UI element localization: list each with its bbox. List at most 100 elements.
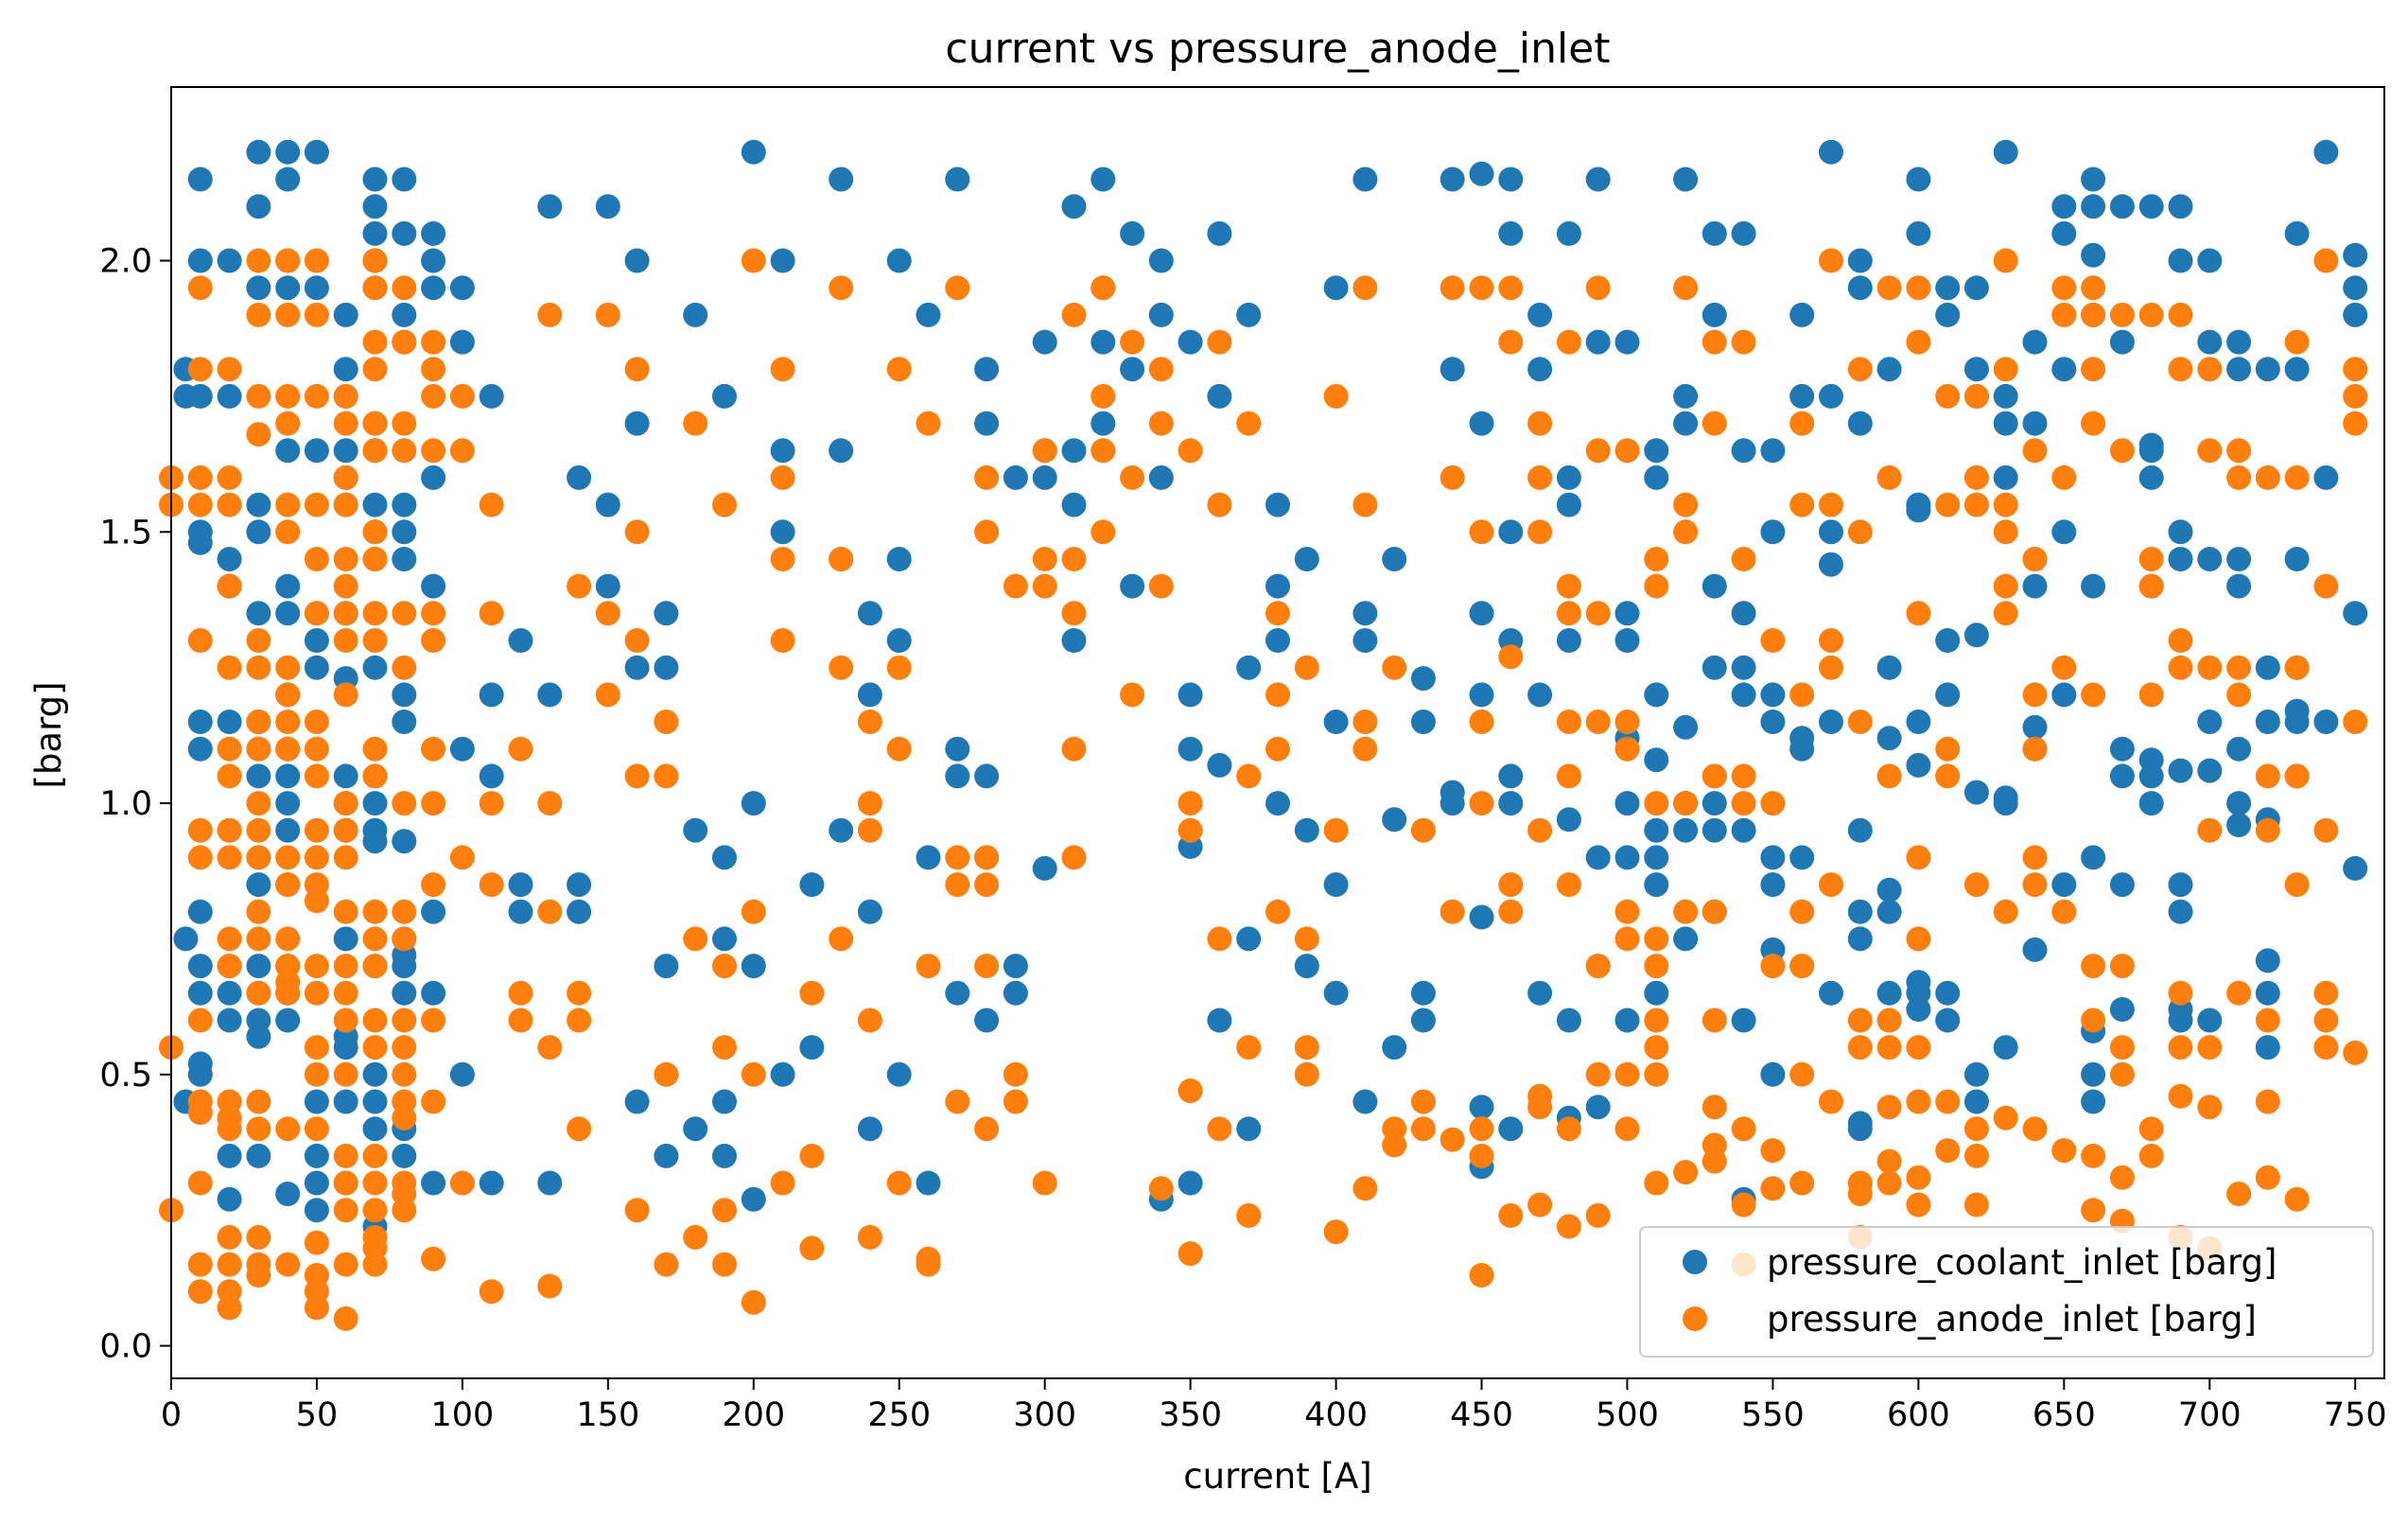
- data-point-series-2: [246, 655, 271, 680]
- data-point-series-1: [217, 383, 242, 409]
- data-point-series-2: [974, 845, 1000, 870]
- data-point-series-1: [741, 1186, 766, 1212]
- data-point-series-1: [974, 357, 1000, 382]
- data-point-series-2: [2081, 302, 2106, 327]
- data-point-series-2: [421, 329, 446, 355]
- legend: pressure_coolant_inlet [barg] pressure_an…: [1639, 1226, 2374, 1358]
- data-point-series-1: [479, 682, 504, 708]
- data-point-series-2: [537, 899, 563, 924]
- data-point-series-2: [1265, 682, 1290, 708]
- data-point-series-2: [2109, 302, 2135, 327]
- data-point-series-1: [421, 248, 446, 273]
- data-point-series-2: [187, 357, 213, 382]
- data-point-series-2: [217, 763, 242, 789]
- data-point-series-1: [945, 763, 970, 789]
- data-point-series-1: [275, 1008, 301, 1033]
- data-point-series-2: [1032, 1170, 1057, 1196]
- data-point-series-1: [829, 438, 854, 464]
- data-point-series-1: [275, 573, 301, 599]
- data-point-series-2: [217, 492, 242, 517]
- data-point-series-2: [275, 845, 301, 870]
- data-point-series-1: [217, 248, 242, 273]
- data-point-series-1: [1614, 329, 1640, 355]
- data-point-series-1: [1644, 980, 1669, 1006]
- data-point-series-2: [449, 845, 475, 870]
- data-point-series-1: [1731, 1008, 1756, 1033]
- data-point-series-2: [1760, 1138, 1786, 1164]
- x-tick-label: 150: [576, 1396, 639, 1434]
- data-point-series-2: [2343, 1040, 2368, 1065]
- data-point-series-2: [1819, 628, 1843, 653]
- data-point-series-1: [2081, 167, 2106, 192]
- data-point-series-2: [392, 275, 417, 301]
- data-point-series-1: [1556, 220, 1581, 246]
- data-point-series-1: [392, 829, 417, 854]
- data-point-series-1: [1527, 302, 1553, 327]
- data-point-series-2: [1789, 1061, 1815, 1087]
- data-point-series-1: [1265, 628, 1290, 653]
- data-point-series-1: [2313, 465, 2339, 490]
- data-point-series-1: [712, 1089, 737, 1114]
- data-point-series-2: [333, 1061, 358, 1087]
- data-point-series-1: [2226, 736, 2252, 762]
- data-point-series-1: [2051, 682, 2077, 708]
- data-point-series-1: [173, 926, 199, 952]
- data-point-series-2: [275, 519, 301, 545]
- data-point-series-1: [2109, 736, 2135, 762]
- data-point-series-1: [2022, 329, 2048, 355]
- data-point-series-1: [654, 601, 679, 626]
- data-point-series-2: [770, 1170, 795, 1196]
- data-point-series-1: [1906, 997, 1931, 1022]
- data-point-series-2: [857, 1224, 882, 1250]
- data-point-series-2: [1935, 492, 1961, 517]
- data-point-series-1: [1789, 845, 1815, 870]
- data-point-series-1: [1876, 655, 1902, 680]
- data-point-series-1: [187, 954, 213, 979]
- data-point-series-1: [1760, 872, 1786, 898]
- data-point-series-2: [187, 492, 213, 517]
- data-point-series-2: [2022, 438, 2048, 464]
- data-point-series-2: [1148, 357, 1174, 382]
- data-point-series-2: [1614, 899, 1640, 924]
- data-point-series-2: [799, 1236, 825, 1261]
- data-point-series-2: [333, 628, 358, 653]
- data-point-series-1: [275, 167, 301, 192]
- data-point-series-2: [1178, 791, 1203, 816]
- data-point-series-2: [1789, 492, 1815, 517]
- data-point-series-1: [2051, 519, 2077, 545]
- data-point-series-2: [945, 872, 970, 898]
- data-point-series-2: [246, 383, 271, 409]
- data-point-series-2: [1760, 791, 1786, 816]
- data-point-series-1: [246, 139, 271, 165]
- data-point-series-2: [187, 1170, 213, 1196]
- data-point-series-2: [1091, 519, 1116, 545]
- y-axis-label: [barg]: [28, 681, 69, 788]
- data-point-series-1: [2022, 937, 2048, 962]
- data-point-series-2: [275, 1252, 301, 1277]
- data-point-series-2: [2343, 357, 2368, 382]
- data-point-series-1: [1352, 1089, 1378, 1114]
- data-point-series-2: [1993, 248, 2018, 273]
- data-point-series-1: [304, 275, 329, 301]
- data-point-series-1: [1963, 1089, 1989, 1114]
- data-point-series-2: [1440, 899, 1465, 924]
- data-point-series-1: [1498, 167, 1524, 192]
- data-point-series-2: [886, 655, 912, 680]
- data-point-series-2: [362, 954, 388, 979]
- data-point-series-2: [1294, 1061, 1319, 1087]
- data-point-series-2: [1673, 1160, 1699, 1185]
- data-point-series-2: [1993, 899, 2018, 924]
- data-point-series-2: [1527, 1095, 1553, 1120]
- data-point-series-2: [2138, 547, 2164, 571]
- data-point-series-2: [479, 492, 504, 517]
- data-point-series-2: [1701, 763, 1727, 789]
- data-point-series-2: [246, 899, 271, 924]
- data-point-series-1: [1352, 628, 1378, 653]
- data-point-series-2: [1003, 1089, 1028, 1114]
- data-point-series-2: [333, 383, 358, 409]
- data-point-series-2: [362, 329, 388, 355]
- data-point-series-1: [857, 601, 882, 626]
- data-point-series-1: [2168, 758, 2193, 783]
- data-point-series-2: [1498, 275, 1524, 301]
- data-point-series-1: [1120, 573, 1145, 599]
